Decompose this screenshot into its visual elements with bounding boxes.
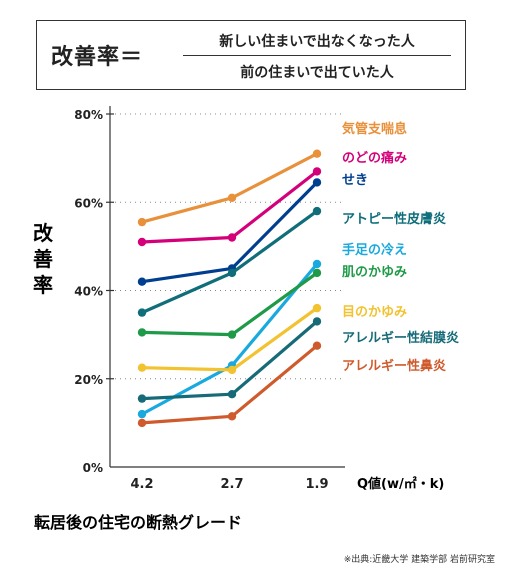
legend-label: 肌のかゆみ <box>342 265 407 280</box>
x-tick-label: 4.2 <box>130 477 153 492</box>
y-tick-label: 0% <box>83 461 103 475</box>
series-line <box>140 152 319 224</box>
data-point <box>312 303 322 313</box>
y-tick-label: 60% <box>74 196 103 210</box>
data-point <box>227 390 237 399</box>
data-point <box>312 149 322 158</box>
legend-label: アレルギー性結膜炎 <box>342 330 459 346</box>
y-tick-label: 80% <box>74 108 103 122</box>
data-point <box>227 193 237 202</box>
data-point <box>137 418 147 428</box>
data-point <box>312 341 322 350</box>
formula-lhs: 改善率＝ <box>51 45 144 70</box>
legend-label: 手足の冷え <box>342 242 407 258</box>
data-point <box>137 308 147 317</box>
data-point <box>137 363 147 372</box>
legend-label: 目のかゆみ <box>342 305 407 320</box>
data-point <box>312 206 322 216</box>
plot-area: 0% 20% 40% 60% 80% 4.2 2.7 1.9 気管支喘息のどの痛みせきアトピー性… <box>74 106 459 492</box>
source-note: ※出典:近畿大学 建築学部 岩前研究室 <box>343 555 495 565</box>
data-point <box>312 178 322 187</box>
series-line <box>140 306 319 372</box>
data-point <box>312 259 322 269</box>
data-point <box>227 233 237 242</box>
data-point <box>137 409 147 419</box>
formula-numerator: 新しい住まいで出なくなった人 <box>219 34 415 50</box>
data-point <box>312 268 322 278</box>
data-point <box>312 317 322 326</box>
x-unit-label: Q値(w/㎡・k) <box>357 476 444 492</box>
formula-denominator: 前の住まいで出ていた人 <box>240 65 394 81</box>
fraction-bar <box>183 55 451 56</box>
data-point <box>137 394 147 403</box>
x-tick-label: 2.7 <box>220 477 243 492</box>
x-axis-title: 転居後の住宅の断熱グレード <box>34 513 242 532</box>
data-point <box>137 237 147 247</box>
data-point <box>227 412 237 421</box>
data-point <box>227 365 237 375</box>
data-point <box>137 217 147 227</box>
legend-label: アトピー性皮膚炎 <box>342 211 446 227</box>
legend-label: アレルギー性鼻炎 <box>342 358 446 374</box>
y-tick-label: 20% <box>74 373 103 387</box>
y-axis-title: 改善率 <box>33 221 54 297</box>
formula-box: 改善率＝ 新しい住まいで出なくなった人 前の住まいで出ていた人 <box>36 20 466 90</box>
legend-label: 気管支喘息 <box>342 121 407 137</box>
series-line <box>140 344 319 425</box>
data-point <box>137 277 147 286</box>
data-point <box>227 330 237 339</box>
y-tick-label: 40% <box>74 285 103 299</box>
data-point <box>137 328 147 337</box>
legend-label: せき <box>342 173 368 188</box>
x-tick-label: 1.9 <box>305 477 328 492</box>
data-point <box>312 167 322 176</box>
legend-label: のどの痛み <box>342 150 407 166</box>
data-point <box>227 268 237 278</box>
